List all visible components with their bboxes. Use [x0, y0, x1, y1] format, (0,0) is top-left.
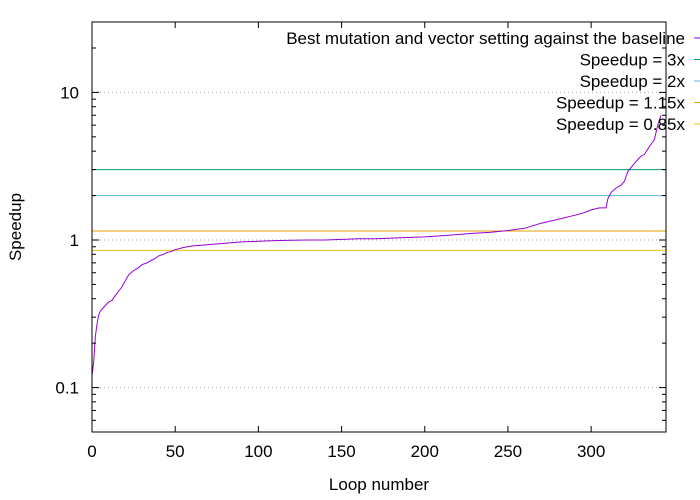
legend-label: Speedup = 1.15x [556, 94, 686, 113]
y-tick-label: 0.1 [55, 379, 79, 398]
grid-lines [92, 91, 666, 389]
y-axis-label: Speedup [6, 193, 25, 261]
legend-label: Speedup = 0.85x [556, 115, 686, 134]
series-lines [91, 115, 662, 376]
x-tick-label: 150 [327, 442, 355, 461]
x-tick-label: 50 [166, 442, 185, 461]
x-tick-label: 0 [87, 442, 96, 461]
series-line [91, 115, 662, 376]
legend-label: Best mutation and vector setting against… [286, 29, 685, 48]
legend-label: Speedup = 3x [580, 51, 686, 70]
x-tick-label: 300 [577, 442, 605, 461]
legend-label: Speedup = 2x [580, 72, 686, 91]
legend: Best mutation and vector setting against… [286, 29, 700, 134]
x-tick-label: 250 [494, 442, 522, 461]
x-tick-label: 100 [244, 442, 272, 461]
plot-frame [91, 21, 667, 433]
axis-ticks: 0 50 100 150 200 250 300 0.1 1 10 [55, 21, 666, 461]
y-tick-label: 1 [70, 231, 79, 250]
reference-lines [92, 169, 666, 251]
x-axis-label: Loop number [329, 475, 430, 494]
x-tick-label: 200 [411, 442, 439, 461]
y-tick-label: 10 [60, 83, 79, 102]
